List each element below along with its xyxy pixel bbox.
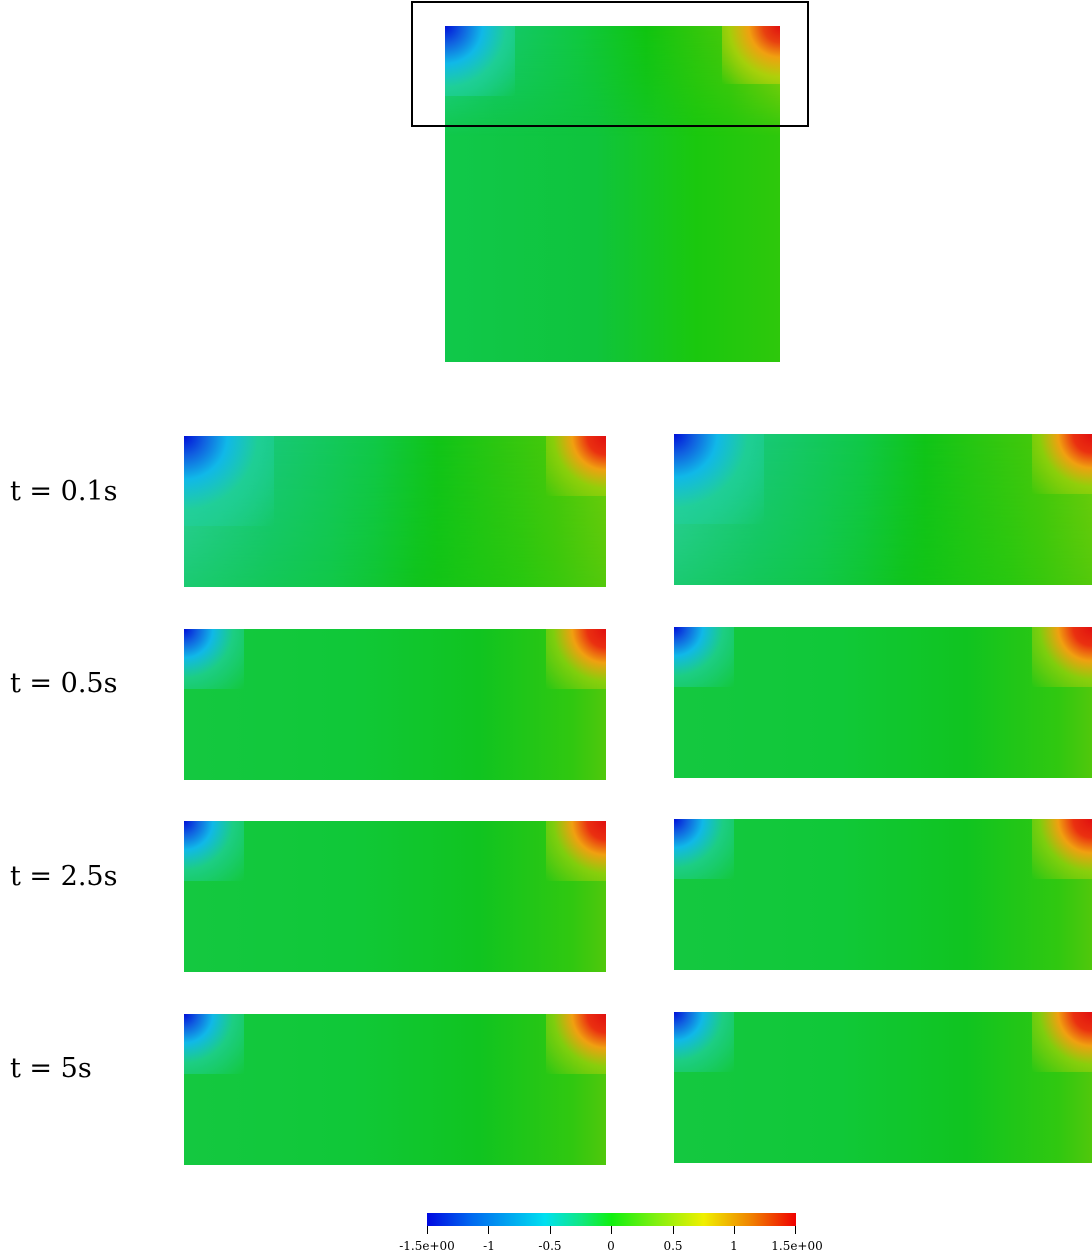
colorbar-tick: [734, 1226, 735, 1234]
panel-red-corner: [546, 1014, 606, 1074]
panel-red-corner: [546, 629, 606, 689]
panel-base: [674, 627, 1092, 778]
panel-left-t-2-5: [184, 821, 606, 972]
row-label-t-0-5: t = 0.5s: [10, 668, 118, 699]
colorbar-label: 1: [730, 1239, 738, 1253]
panel-base: [674, 819, 1092, 970]
panel-right-t-5: [674, 1012, 1092, 1163]
panel-red-corner: [1032, 434, 1092, 494]
panel-base: [674, 1012, 1092, 1163]
panel-blue-corner: [674, 819, 734, 879]
zoom-region-box: [411, 1, 809, 127]
panel-right-t-0-1: [674, 434, 1092, 585]
panel-red-corner: [546, 436, 606, 496]
row-label-t-0-1: t = 0.1s: [10, 476, 118, 507]
colorbar-tick: [673, 1226, 674, 1234]
panel-right-t-0-5: [674, 627, 1092, 778]
colorbar-label: 0: [607, 1239, 615, 1253]
panel-left-t-0-5: [184, 629, 606, 780]
panel-left-t-0-1: [184, 436, 606, 587]
panel-right-t-2-5: [674, 819, 1092, 970]
panel-blue-corner: [674, 627, 734, 687]
panel-base: [184, 629, 606, 780]
colorbar-tick: [488, 1226, 489, 1234]
panel-left-t-5: [184, 1014, 606, 1165]
panel-blue-corner: [184, 821, 244, 881]
panel-blue-corner: [674, 1012, 734, 1072]
panel-red-corner: [546, 821, 606, 881]
colorbar-tick: [611, 1226, 612, 1234]
row-label-t-5: t = 5s: [10, 1053, 92, 1084]
panel-blue-corner: [184, 1014, 244, 1074]
panel-blue-corner: [184, 629, 244, 689]
colorbar-label: -1: [483, 1239, 495, 1253]
panel-red-corner: [1032, 1012, 1092, 1072]
overview-red-corner: [722, 26, 780, 84]
colorbar-tick: [550, 1226, 551, 1234]
overview-blue-corner: [445, 26, 515, 96]
colorbar-tick: [427, 1226, 428, 1234]
panel-base: [184, 821, 606, 972]
colorbar-label: -0.5: [538, 1239, 562, 1253]
overview-field: [445, 26, 780, 362]
panel-red-corner: [1032, 627, 1092, 687]
colorbar-label-max: 1.5e+00: [771, 1239, 823, 1253]
row-label-t-2-5: t = 2.5s: [10, 861, 118, 892]
panel-blue-corner: [674, 434, 764, 524]
panel-red-corner: [1032, 819, 1092, 879]
colorbar-tick: [795, 1226, 796, 1234]
panel-base: [184, 1014, 606, 1165]
colorbar-label-min: -1.5e+00: [399, 1239, 455, 1253]
colorbar: [427, 1213, 796, 1226]
panel-blue-corner: [184, 436, 274, 526]
colorbar-label: 0.5: [663, 1239, 683, 1253]
